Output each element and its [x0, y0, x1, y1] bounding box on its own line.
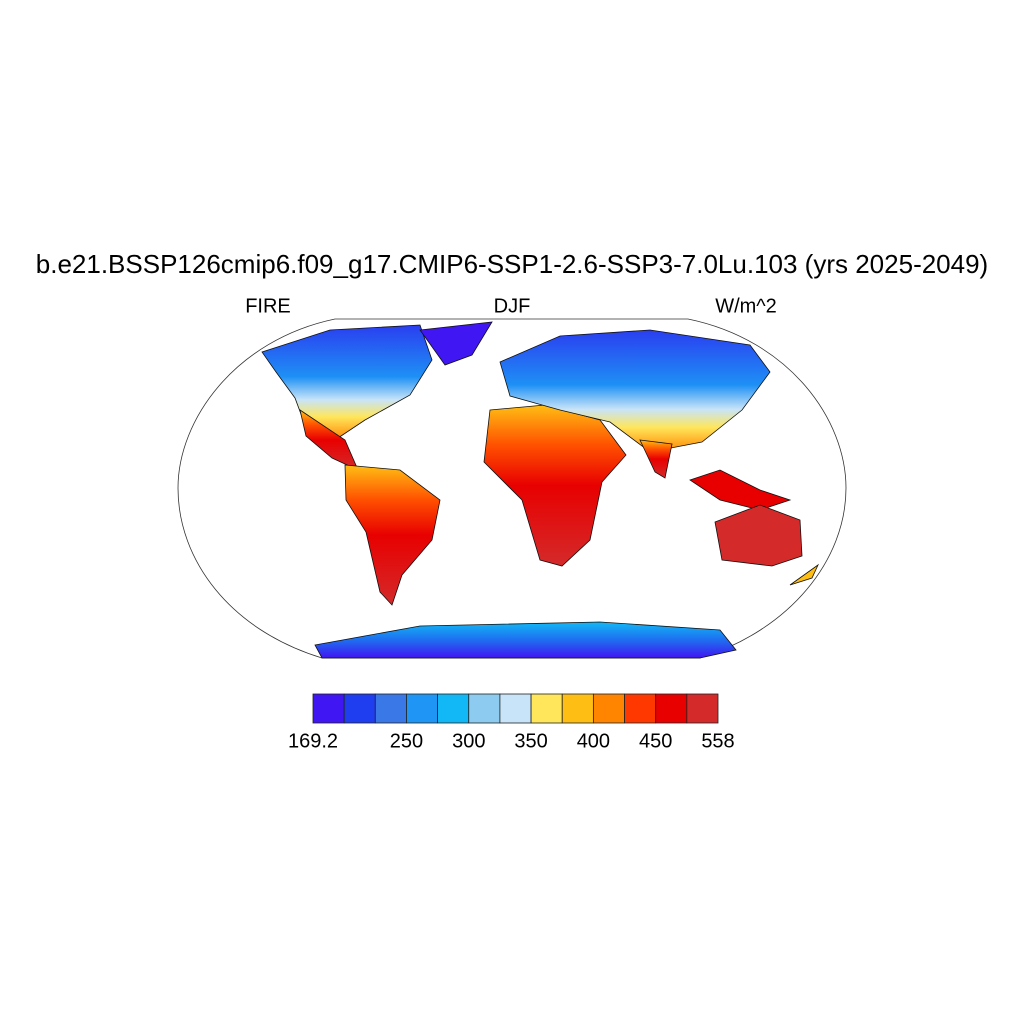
colorbar-box: [437, 693, 470, 724]
colorbar-box: [561, 693, 594, 724]
colorbar-box: [343, 693, 376, 724]
colorbar-box: [530, 693, 563, 724]
colorbar-box: [312, 693, 345, 724]
greenland: [419, 321, 493, 366]
north-america: [261, 324, 433, 441]
left-label: FIRE: [245, 295, 291, 317]
new-zealand: [789, 563, 819, 586]
south-america: [344, 464, 441, 606]
colorbar: 169.2 250 300 350 400 450 558: [288, 693, 735, 752]
india: [639, 439, 673, 479]
central-america: [299, 409, 359, 471]
colorbar-tick-label: 169.2: [288, 730, 338, 752]
colorbar-box: [406, 693, 439, 724]
colorbar-box: [592, 693, 625, 724]
southeast-asia: [689, 469, 792, 511]
right-label: W/m^2: [715, 295, 777, 317]
colorbar-tick-label: 250: [390, 730, 423, 752]
center-label: DJF: [494, 295, 531, 317]
colorbar-box: [624, 693, 657, 724]
map: [177, 318, 847, 659]
colorbar-box: [374, 693, 407, 724]
antarctica: [314, 621, 737, 659]
colorbar-box: [468, 693, 501, 724]
colorbar-box: [655, 693, 688, 724]
colorbar-tick-label: 450: [639, 730, 672, 752]
eurasia: [499, 329, 771, 453]
colorbar-tick-label: 400: [577, 730, 610, 752]
colorbar-tick-label: 300: [452, 730, 485, 752]
australia: [714, 504, 803, 567]
colorbar-box: [686, 693, 719, 724]
title: b.e21.BSSP126cmip6.f09_g17.CMIP6-SSP1-2.…: [36, 249, 988, 279]
colorbar-box: [499, 693, 532, 724]
colorbar-tick-label: 558: [701, 730, 734, 752]
colorbar-tick-label: 350: [514, 730, 547, 752]
